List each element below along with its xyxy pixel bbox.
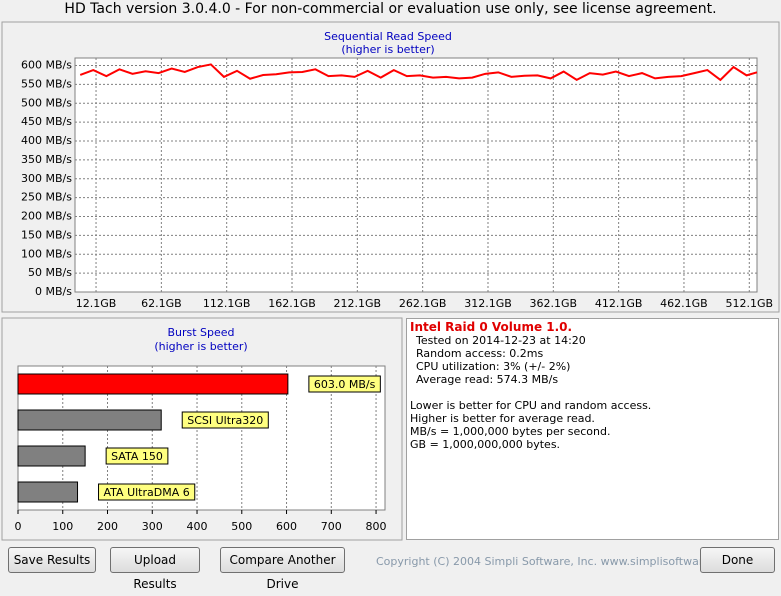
bar bbox=[17, 481, 79, 503]
x-tick-label: 400 bbox=[187, 520, 208, 533]
y-tick-label: 0 MB/s bbox=[35, 285, 72, 298]
label-box bbox=[181, 411, 269, 429]
y-tick-label: 50 MB/s bbox=[28, 266, 72, 279]
info-detail: Tested on 2014-12-23 at 14:20 bbox=[416, 334, 586, 347]
upload-button[interactable]: Upload Results bbox=[110, 547, 200, 591]
done-button[interactable]: Done bbox=[700, 547, 775, 573]
x-tick-label: 262.1GB bbox=[399, 297, 447, 310]
x-tick-label: 512.1GB bbox=[726, 297, 774, 310]
x-tick-label: 412.1GB bbox=[595, 297, 643, 310]
x-tick-label: 312.1GB bbox=[464, 297, 512, 310]
y-tick-label: 600 MB/s bbox=[21, 59, 72, 72]
y-tick-label: 550 MB/s bbox=[21, 77, 72, 90]
x-tick-label: 800 bbox=[366, 520, 387, 533]
y-tick-label: 200 MB/s bbox=[21, 210, 72, 223]
window-title: HD Tach version 3.0.4.0 - For non-commer… bbox=[64, 1, 717, 17]
x-tick-label: 162.1GB bbox=[268, 297, 316, 310]
info-note: GB = 1,000,000,000 bytes. bbox=[410, 438, 561, 451]
x-tick-label: 500 bbox=[231, 520, 252, 533]
info-panel: Intel Raid 0 Volume 1.0. Tested on 2014-… bbox=[406, 318, 779, 540]
save-button[interactable]: Save Results bbox=[8, 547, 96, 573]
bar bbox=[17, 445, 86, 467]
bar-label: SCSI Ultra320 bbox=[187, 414, 263, 427]
x-tick-label: 112.1GB bbox=[203, 297, 251, 310]
info-note: MB/s = 1,000,000 bytes per second. bbox=[410, 425, 611, 438]
label-box bbox=[308, 375, 381, 393]
x-tick-label: 300 bbox=[142, 520, 163, 533]
y-tick-label: 300 MB/s bbox=[21, 172, 72, 185]
label-box bbox=[105, 447, 169, 465]
x-tick-label: 462.1GB bbox=[660, 297, 708, 310]
bar bbox=[17, 373, 289, 395]
info-detail: Average read: 574.3 MB/s bbox=[416, 373, 559, 386]
x-tick-label: 700 bbox=[321, 520, 342, 533]
compare-button[interactable]: Compare Another Drive bbox=[220, 547, 345, 591]
x-tick-label: 362.1GB bbox=[530, 297, 578, 310]
bar bbox=[17, 409, 162, 431]
chart-title: Burst Speed bbox=[167, 326, 234, 339]
chart-subtitle: (higher is better) bbox=[341, 43, 434, 56]
y-tick-label: 350 MB/s bbox=[21, 153, 72, 166]
x-tick-label: 0 bbox=[15, 520, 22, 533]
bar-label: ATA UltraDMA 6 bbox=[104, 486, 190, 499]
bar-label: 603.0 MB/s bbox=[314, 378, 376, 391]
chart-title: Sequential Read Speed bbox=[324, 30, 452, 43]
read-plot bbox=[74, 57, 758, 293]
x-tick-label: 62.1GB bbox=[141, 297, 182, 310]
info-note: Lower is better for CPU and random acces… bbox=[410, 399, 652, 412]
y-tick-label: 400 MB/s bbox=[21, 134, 72, 147]
info-note: Higher is better for average read. bbox=[410, 412, 595, 425]
copyright: Copyright (C) 2004 Simpli Software, Inc.… bbox=[376, 555, 737, 568]
y-tick-label: 150 MB/s bbox=[21, 228, 72, 241]
info-heading: Intel Raid 0 Volume 1.0. bbox=[410, 320, 573, 334]
x-tick-label: 100 bbox=[52, 520, 73, 533]
x-tick-label: 200 bbox=[97, 520, 118, 533]
x-tick-label: 600 bbox=[276, 520, 297, 533]
x-tick-label: 12.1GB bbox=[76, 297, 117, 310]
info-detail: Random access: 0.2ms bbox=[416, 347, 544, 360]
read-line bbox=[79, 63, 758, 82]
x-tick-label: 212.1GB bbox=[334, 297, 382, 310]
y-tick-label: 500 MB/s bbox=[21, 96, 72, 109]
info-detail: CPU utilization: 3% (+/- 2%) bbox=[416, 360, 571, 373]
y-tick-label: 450 MB/s bbox=[21, 115, 72, 128]
y-tick-label: 100 MB/s bbox=[21, 247, 72, 260]
y-tick-label: 250 MB/s bbox=[21, 191, 72, 204]
bar-label: SATA 150 bbox=[111, 450, 163, 463]
label-box bbox=[98, 483, 196, 501]
charts: Sequential Read Speed (higher is better)… bbox=[1, 21, 780, 541]
chart-subtitle: (higher is better) bbox=[154, 340, 247, 353]
